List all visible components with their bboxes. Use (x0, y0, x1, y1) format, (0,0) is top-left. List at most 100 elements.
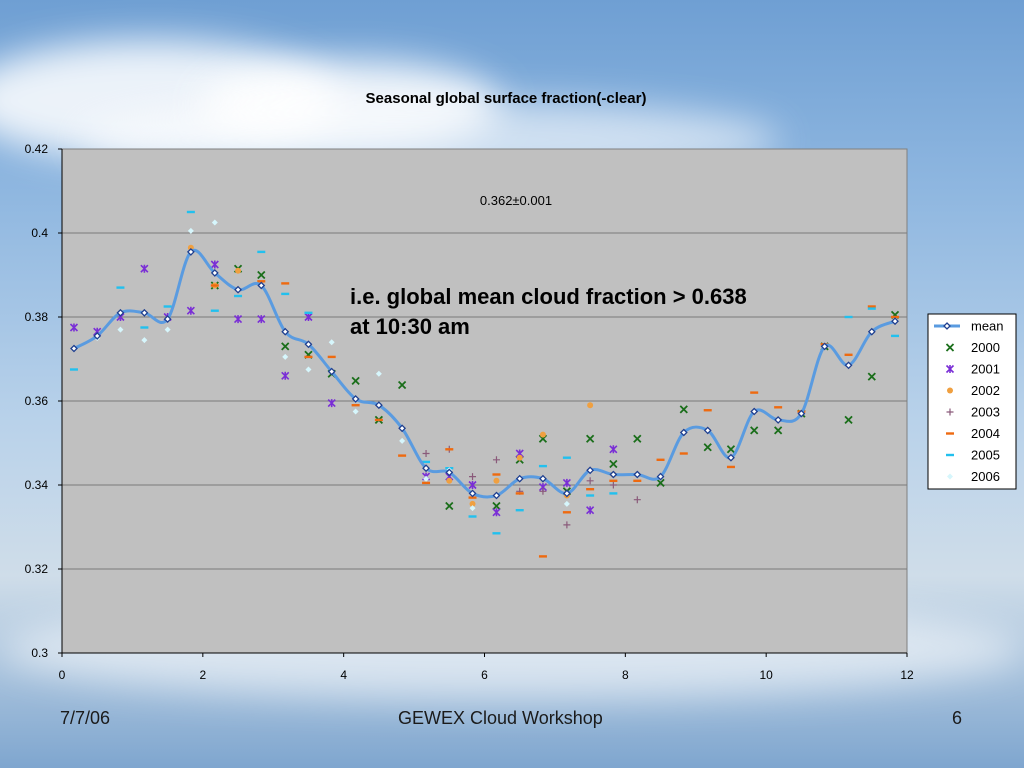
point-2002 (235, 267, 242, 274)
point-2002 (469, 500, 476, 507)
point-2000 (257, 270, 266, 280)
point-mean (609, 470, 618, 479)
point-2005 (257, 250, 266, 254)
legend-label: 2000 (971, 340, 1000, 355)
point-2004 (492, 473, 501, 476)
legend-marker (945, 343, 955, 352)
point-2006 (164, 326, 171, 333)
callout-line-2: at 10:30 am (350, 314, 470, 339)
point-2004 (726, 465, 735, 469)
x-tick-label: 0 (59, 668, 66, 682)
x-tick-label: 2 (199, 668, 206, 682)
point-2005 (140, 326, 149, 329)
point-2001 (609, 445, 618, 454)
point-2000 (844, 415, 853, 425)
point-2001 (327, 399, 336, 408)
legend-item-2004: 2004 (946, 426, 1000, 441)
point-mean (797, 409, 806, 418)
point-mean (562, 489, 571, 498)
point-mean (140, 308, 149, 317)
point-2001 (140, 264, 149, 273)
point-mean (703, 426, 712, 435)
x-tick-label: 8 (622, 668, 629, 682)
point-mean (186, 247, 195, 256)
point-2006 (469, 505, 476, 512)
point-2000 (397, 380, 407, 390)
point-mean (844, 361, 853, 370)
point-2005 (891, 334, 900, 338)
point-2001 (586, 506, 595, 515)
y-tick-label: 0.36 (25, 394, 49, 408)
legend-marker (946, 453, 954, 457)
point-mean (633, 470, 642, 479)
point-2005 (186, 210, 195, 214)
point-2006 (352, 408, 359, 415)
point-2001 (468, 480, 477, 490)
point-2002 (516, 454, 523, 461)
point-2004 (515, 492, 524, 495)
point-2006 (563, 500, 570, 507)
point-mean (820, 342, 829, 351)
point-2004 (867, 305, 876, 308)
point-2003 (422, 450, 430, 457)
point-mean (515, 474, 524, 483)
point-2001 (304, 312, 313, 322)
legend-label: 2003 (971, 405, 1000, 420)
point-mean (327, 367, 336, 376)
point-2001 (562, 478, 571, 487)
point-mean (774, 415, 783, 424)
point-2004 (586, 488, 595, 491)
point-2005 (281, 292, 290, 296)
point-2005 (304, 311, 313, 314)
point-2000 (281, 342, 290, 351)
point-mean (257, 281, 266, 290)
y-tick-label: 0.4 (31, 226, 48, 240)
point-2005 (234, 294, 243, 298)
legend-label: 2006 (971, 469, 1000, 484)
point-2000 (703, 443, 712, 452)
legend-box (927, 313, 1017, 490)
point-2004 (609, 479, 618, 482)
point-2000 (679, 405, 688, 414)
point-2000 (750, 426, 759, 435)
x-tick-label: 6 (481, 668, 488, 682)
point-2004 (257, 280, 266, 283)
point-2000 (726, 445, 736, 454)
point-2006 (305, 366, 312, 373)
point-2005 (515, 509, 524, 512)
point-2005 (422, 460, 431, 464)
point-2004 (750, 391, 759, 394)
point-2004 (891, 315, 900, 319)
point-2003 (563, 521, 571, 529)
point-2001 (257, 315, 266, 324)
point-2004 (538, 555, 547, 558)
point-mean (891, 317, 899, 326)
point-mean (116, 308, 125, 317)
point-mean (70, 344, 78, 353)
legend: mean 2000 2001 2002 2003 2004 2005 2006 (927, 313, 1017, 490)
point-2004 (633, 479, 642, 482)
point-mean (304, 340, 313, 349)
point-2003 (609, 481, 617, 489)
legend-marker (943, 322, 951, 330)
legend-item-mean: mean (934, 319, 1004, 334)
point-2005 (492, 532, 501, 535)
point-2000 (351, 376, 360, 385)
point-2005 (163, 305, 172, 308)
point-2005 (116, 286, 125, 289)
legend-item-2000: 2000 (945, 340, 1000, 355)
point-2004 (210, 284, 219, 287)
point-2002 (493, 477, 500, 484)
legend-label: 2002 (971, 383, 1000, 398)
y-tick-label: 0.34 (25, 478, 49, 492)
footer-page-number: 6 (952, 708, 963, 728)
point-2004 (656, 458, 665, 461)
legend-label: mean (971, 319, 1004, 334)
point-2003 (586, 477, 594, 485)
point-2004 (281, 282, 290, 285)
point-2001 (186, 306, 195, 315)
legend-label: 2005 (971, 448, 1000, 463)
point-2003 (492, 456, 500, 464)
point-2005 (69, 368, 78, 371)
point-2006 (399, 437, 406, 444)
